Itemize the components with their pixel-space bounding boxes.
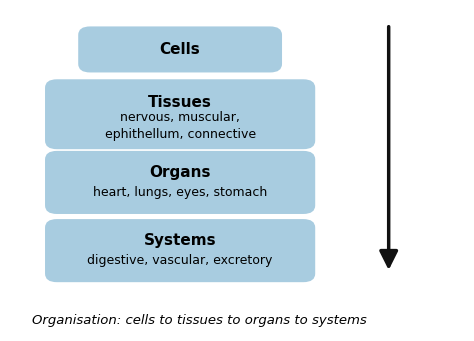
Text: Organs: Organs	[149, 165, 211, 180]
FancyBboxPatch shape	[45, 219, 315, 282]
Text: nervous, muscular,
ephithellum, connective: nervous, muscular, ephithellum, connecti…	[105, 111, 255, 140]
Text: Systems: Systems	[144, 233, 217, 248]
FancyBboxPatch shape	[45, 79, 315, 149]
Text: heart, lungs, eyes, stomach: heart, lungs, eyes, stomach	[93, 186, 267, 199]
FancyBboxPatch shape	[45, 151, 315, 214]
Text: Cells: Cells	[160, 42, 201, 57]
FancyBboxPatch shape	[78, 27, 282, 73]
Text: digestive, vascular, excretory: digestive, vascular, excretory	[87, 254, 273, 267]
Text: Organisation: cells to tissues to organs to systems: Organisation: cells to tissues to organs…	[32, 314, 366, 327]
Text: Tissues: Tissues	[148, 95, 212, 110]
